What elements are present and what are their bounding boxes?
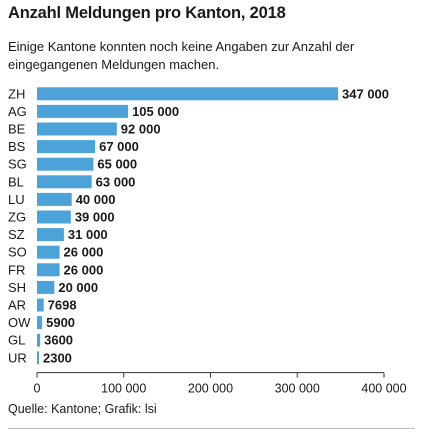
bar-bl xyxy=(37,175,92,189)
value-label-sh: 20 000 xyxy=(58,280,98,295)
bar-zg xyxy=(37,210,71,224)
bottom-divider xyxy=(8,428,415,429)
value-label-zh: 347 000 xyxy=(342,86,389,101)
bar-ag xyxy=(37,104,129,118)
category-label-sz: SZ xyxy=(8,227,25,242)
chart-subtitle: Einige Kantone konnten noch keine Angabe… xyxy=(8,39,355,72)
value-label-sg: 65 000 xyxy=(97,157,137,172)
value-label-bs: 67 000 xyxy=(99,139,139,154)
category-label-sh: SH xyxy=(8,280,26,295)
value-label-ag: 105 000 xyxy=(132,104,179,119)
chart-title: Anzahl Meldungen pro Kanton, 2018 xyxy=(8,4,286,22)
category-label-ar: AR xyxy=(8,298,26,313)
x-tick-label: 200 000 xyxy=(188,382,233,396)
value-label-lu: 40 000 xyxy=(76,192,116,207)
value-label-zg: 39 000 xyxy=(75,210,115,225)
value-label-ow: 5900 xyxy=(46,315,75,330)
value-label-sz: 31 000 xyxy=(68,227,108,242)
value-label-fr: 26 000 xyxy=(64,262,104,277)
bar-ow xyxy=(37,316,43,330)
value-label-bl: 63 000 xyxy=(96,174,136,189)
bar-bs xyxy=(37,140,96,154)
category-label-lu: LU xyxy=(8,192,25,207)
bar-gl xyxy=(37,333,41,347)
category-label-fr: FR xyxy=(8,262,25,277)
value-label-be: 92 000 xyxy=(121,122,161,137)
bar-zh xyxy=(37,87,339,101)
bar-be xyxy=(37,122,117,136)
category-label-zh: ZH xyxy=(8,86,25,101)
value-label-ar: 7698 xyxy=(48,298,77,313)
category-label-bs: BS xyxy=(8,139,26,154)
category-label-zg: ZG xyxy=(8,210,26,225)
category-label-so: SO xyxy=(8,245,27,260)
value-label-gl: 3600 xyxy=(44,333,73,348)
bar-fr xyxy=(37,263,60,277)
bar-sz xyxy=(37,228,64,242)
bar-ar xyxy=(37,298,44,312)
category-label-ur: UR xyxy=(8,350,27,365)
bar-so xyxy=(37,245,60,259)
x-tick-label: 300 000 xyxy=(275,382,320,396)
category-label-sg: SG xyxy=(8,157,27,172)
x-tick-label: 0 xyxy=(34,382,41,396)
category-label-be: BE xyxy=(8,122,26,137)
bar-ur xyxy=(37,351,39,365)
bar-lu xyxy=(37,192,72,206)
bar-sh xyxy=(37,280,55,294)
x-tick-label: 400 000 xyxy=(361,382,406,396)
value-label-so: 26 000 xyxy=(64,245,104,260)
category-label-ow: OW xyxy=(8,315,31,330)
chart-source: Quelle: Kantone; Grafik: lsi xyxy=(8,402,157,416)
value-label-ur: 2300 xyxy=(43,350,72,365)
bar-sg xyxy=(37,157,94,171)
category-label-gl: GL xyxy=(8,333,25,348)
category-label-bl: BL xyxy=(8,174,24,189)
x-tick-label: 100 000 xyxy=(101,382,146,396)
category-label-ag: AG xyxy=(8,104,27,119)
